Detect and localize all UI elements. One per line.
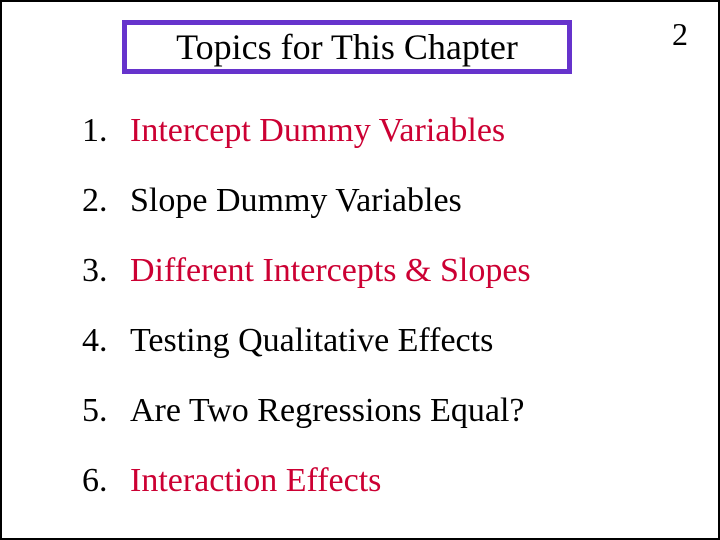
list-item: 5. Are Two Regressions Equal? — [82, 394, 642, 428]
title-text: Topics for This Chapter — [176, 26, 518, 68]
topics-list: 1. Intercept Dummy Variables 2. Slope Du… — [82, 114, 642, 534]
item-text: Interaction Effects — [130, 464, 642, 498]
list-item: 6. Interaction Effects — [82, 464, 642, 498]
list-item: 3. Different Intercepts & Slopes — [82, 254, 642, 288]
page-number: 2 — [672, 16, 688, 53]
item-number: 5. — [82, 394, 130, 428]
item-text: Slope Dummy Variables — [130, 184, 642, 218]
item-number: 4. — [82, 324, 130, 358]
title-box: Topics for This Chapter — [122, 20, 572, 74]
item-text: Intercept Dummy Variables — [130, 114, 642, 148]
item-text: Different Intercepts & Slopes — [130, 254, 642, 288]
item-text: Are Two Regressions Equal? — [130, 394, 642, 428]
list-item: 4. Testing Qualitative Effects — [82, 324, 642, 358]
item-number: 6. — [82, 464, 130, 498]
item-number: 2. — [82, 184, 130, 218]
item-text: Testing Qualitative Effects — [130, 324, 642, 358]
list-item: 2. Slope Dummy Variables — [82, 184, 642, 218]
item-number: 1. — [82, 114, 130, 148]
item-number: 3. — [82, 254, 130, 288]
list-item: 1. Intercept Dummy Variables — [82, 114, 642, 148]
